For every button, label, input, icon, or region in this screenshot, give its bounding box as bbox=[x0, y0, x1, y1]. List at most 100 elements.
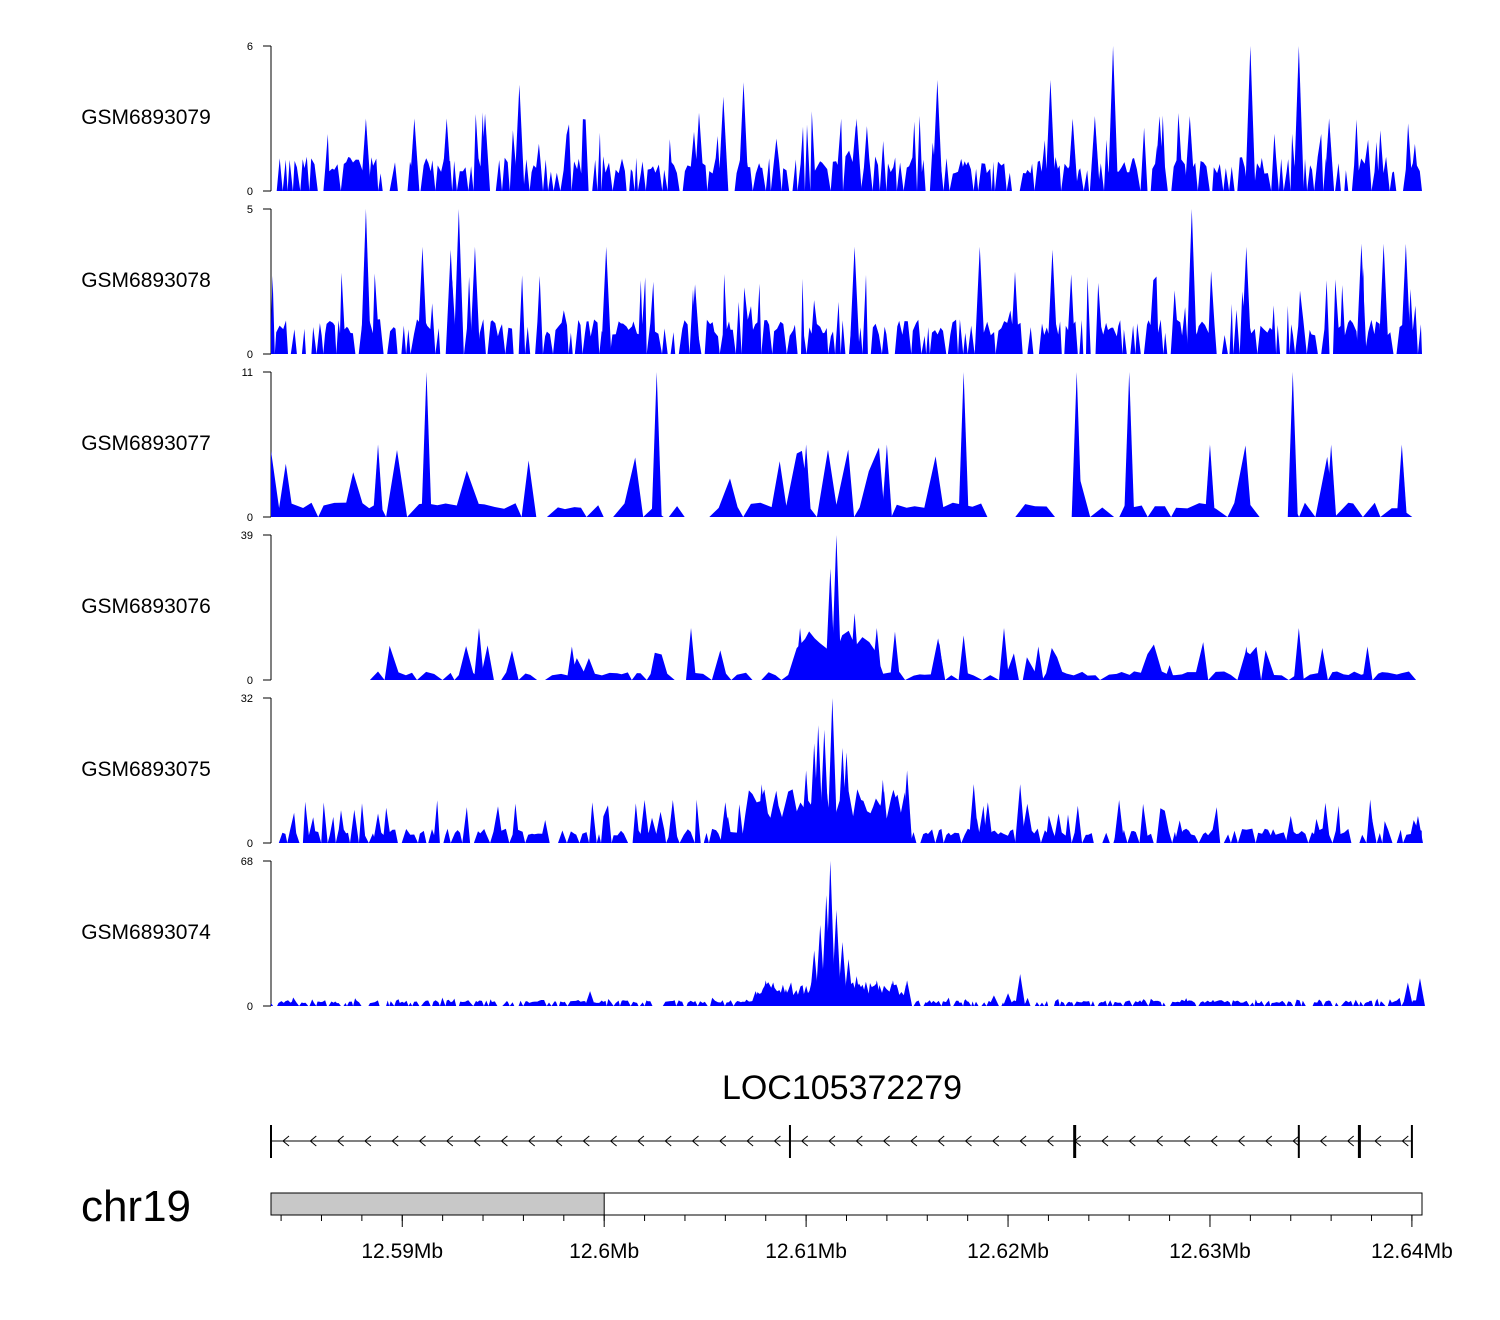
strand-arrow bbox=[1183, 1135, 1191, 1147]
signal-peak bbox=[881, 444, 892, 517]
x-tick-label: 12.62Mb bbox=[967, 1240, 1049, 1263]
strand-arrow bbox=[882, 1135, 890, 1147]
signal-peak bbox=[1378, 243, 1389, 354]
strand-arrow bbox=[1210, 1135, 1218, 1147]
genomic-axis: 12.59Mb 12.6Mb 12.61Mb 12.62Mb 12.63Mb 12.64M… bbox=[280, 1215, 1453, 1263]
x-tick-label: 12.61Mb bbox=[765, 1240, 847, 1263]
chromosome-band bbox=[270, 1192, 605, 1216]
signal-peak bbox=[720, 802, 731, 843]
signal-peak bbox=[1033, 646, 1044, 680]
strand-arrow bbox=[1155, 1135, 1163, 1147]
strand-arrow bbox=[391, 1135, 399, 1147]
signal-peak bbox=[958, 372, 969, 517]
signal-peak bbox=[601, 246, 612, 354]
signal-peak bbox=[1003, 993, 1014, 1006]
signal-peak bbox=[831, 910, 842, 1006]
track-label: GSM6893075 bbox=[81, 758, 211, 781]
signal-area bbox=[369, 630, 1422, 680]
signal-peak bbox=[1362, 646, 1373, 680]
y-tick-label-max: 6 bbox=[247, 41, 253, 53]
x-tick-label: 12.59Mb bbox=[361, 1240, 443, 1263]
strand-arrow bbox=[910, 1135, 918, 1147]
strand-arrow bbox=[1237, 1135, 1245, 1147]
signal-peak bbox=[566, 646, 577, 680]
signal-peak bbox=[1241, 646, 1252, 680]
signal-peak bbox=[809, 950, 820, 1006]
y-tick-label-max: 5 bbox=[247, 204, 253, 216]
signal-peak bbox=[360, 118, 371, 191]
signal-peak bbox=[1124, 372, 1135, 517]
signal-peak bbox=[801, 770, 812, 843]
y-tick-label-max: 11 bbox=[242, 367, 253, 379]
strand-arrow bbox=[773, 1135, 781, 1147]
signal-area bbox=[271, 267, 1422, 354]
signal-peak bbox=[1186, 209, 1197, 354]
track-GSM6893074: GSM6893074 68 0 bbox=[81, 856, 1425, 1013]
signal-peak bbox=[1412, 815, 1423, 843]
signal-peak bbox=[360, 209, 371, 354]
track-label: GSM6893074 bbox=[81, 921, 211, 944]
signal-peak bbox=[417, 246, 428, 354]
strand-arrow bbox=[446, 1135, 454, 1147]
strand-arrow bbox=[964, 1135, 972, 1147]
track-label: GSM6893077 bbox=[81, 432, 211, 455]
signal-area bbox=[271, 445, 1422, 517]
track-label: GSM6893079 bbox=[81, 106, 211, 129]
strand-arrow bbox=[336, 1135, 344, 1147]
signal-peak bbox=[480, 113, 491, 191]
y-tick-label-zero: 0 bbox=[247, 838, 253, 850]
signal-peak bbox=[837, 942, 848, 1006]
strand-arrow bbox=[1319, 1135, 1327, 1147]
strand-arrow bbox=[828, 1135, 836, 1147]
strand-arrow bbox=[1046, 1135, 1054, 1147]
signal-peak bbox=[825, 568, 836, 680]
signal-peak bbox=[1015, 974, 1026, 1006]
signal-peak bbox=[801, 444, 812, 517]
strand-arrow bbox=[418, 1135, 426, 1147]
strand-arrow bbox=[364, 1135, 372, 1147]
signal-peak bbox=[421, 372, 432, 517]
gene-name-label: LOC105372279 bbox=[722, 1069, 962, 1107]
signal-area bbox=[271, 111, 1422, 191]
signal-peak bbox=[887, 980, 898, 1006]
x-tick-label: 12.64Mb bbox=[1371, 1240, 1453, 1263]
signal-peak bbox=[1356, 243, 1367, 354]
track-GSM6893079: GSM6893079 6 0 bbox=[81, 41, 1422, 198]
strand-arrow bbox=[719, 1135, 727, 1147]
signal-peak bbox=[1287, 372, 1298, 517]
signal-peak bbox=[445, 249, 456, 354]
strand-arrow bbox=[555, 1135, 563, 1147]
track-label: GSM6893076 bbox=[81, 595, 211, 618]
strand-arrow bbox=[746, 1135, 754, 1147]
signal-peak bbox=[932, 79, 943, 191]
signal-peak bbox=[1366, 815, 1377, 843]
strand-arrow bbox=[1019, 1135, 1027, 1147]
signal-peak bbox=[750, 991, 761, 1006]
signal-peak bbox=[849, 246, 860, 354]
signal-peak bbox=[1015, 784, 1026, 843]
signal-peak bbox=[1053, 813, 1064, 843]
signal-peak bbox=[1402, 982, 1413, 1006]
strand-arrow bbox=[1265, 1135, 1273, 1147]
signal-peak bbox=[473, 627, 484, 680]
gene-track: LOC105372279 bbox=[270, 1069, 1413, 1158]
signal-peak bbox=[1067, 118, 1078, 191]
y-tick-label-zero: 0 bbox=[247, 186, 253, 198]
track-GSM6893076: GSM6893076 39 0 bbox=[81, 530, 1422, 687]
strand-arrow bbox=[1374, 1135, 1382, 1147]
signal-peak bbox=[651, 372, 662, 517]
signal-peak bbox=[958, 635, 969, 680]
signal-peak bbox=[585, 991, 596, 1006]
strand-arrow bbox=[992, 1135, 1000, 1147]
signal-peak bbox=[968, 784, 979, 843]
signal-peak bbox=[851, 976, 862, 1006]
signal-peak bbox=[902, 980, 913, 1006]
signal-peak bbox=[1324, 118, 1335, 191]
signal-peak bbox=[738, 82, 749, 191]
signal-peak bbox=[1154, 116, 1165, 191]
strand-arrow bbox=[800, 1135, 809, 1147]
signal-peak bbox=[934, 642, 945, 680]
signal-peak bbox=[827, 698, 838, 843]
signal-peak bbox=[871, 980, 882, 1006]
